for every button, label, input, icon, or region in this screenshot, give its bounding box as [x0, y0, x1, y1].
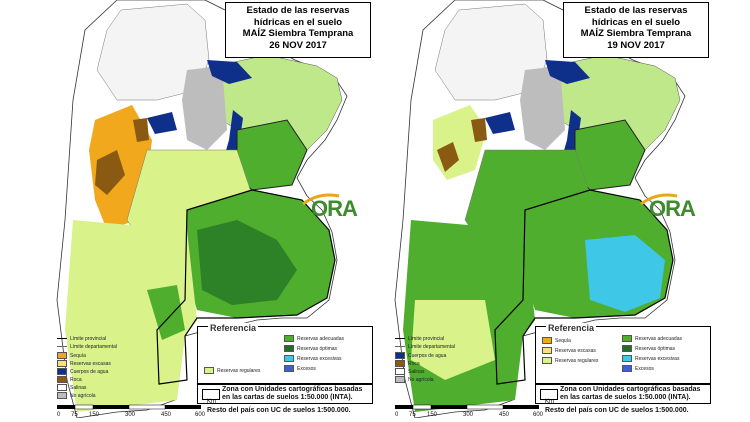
legend-departamental-line: Límite departamental: [395, 344, 455, 351]
map-panel-19-nov: Estado de las reservas hídricas en el su…: [375, 0, 711, 418]
title-line-3: MAÍZ Siembra Temprana: [242, 28, 354, 39]
map-title-box: Estado de las reservas hídricas en el su…: [563, 2, 709, 58]
title-line-1: Estado de las reservas: [246, 5, 350, 16]
scale-tick: 150: [89, 412, 100, 418]
regulares-south: [411, 300, 495, 380]
scale-tick: 300: [125, 412, 136, 418]
zone-swatch: [540, 389, 558, 400]
scale-bar: 0 75 150 300 450 600: [57, 403, 227, 419]
scale-unit: Km: [545, 399, 554, 405]
legend-left-column: Límite provincial Límite departamental S…: [57, 336, 189, 402]
legend-provincial-line: Límite provincial: [57, 336, 106, 343]
ora-logo-icon: [302, 193, 340, 206]
legend-adecuadas: Reservas adecuadas: [622, 335, 682, 342]
scale-tick: 75: [71, 412, 78, 418]
argentina-map: [394, 0, 686, 418]
scale-tick: 450: [161, 412, 172, 418]
legend-no-agricola: No agrícola: [57, 392, 96, 399]
legend-sequia: Sequía: [57, 352, 86, 359]
map-date: 19 NOV 2017: [607, 39, 665, 51]
zone-text-1: Zona con Unidades cartográficas basadas: [222, 386, 363, 393]
zone-outline: [494, 189, 674, 385]
legend-excesos: Excesos: [284, 365, 316, 372]
regulares-south: [65, 220, 197, 412]
legend-left-column: Límite provincial Límite departamental C…: [395, 336, 527, 402]
legend-box: Referencia Reservas adecuadas Reservas ó…: [197, 323, 373, 384]
roca-west-2: [133, 118, 149, 142]
scale-tick: 600: [195, 412, 206, 418]
water-body-mar-chiquita: [485, 112, 515, 134]
legend-regulares: Reservas regulares: [542, 357, 598, 364]
legend-roca: Roca: [57, 376, 82, 383]
legend-agua: Cuerpos de agua: [395, 352, 446, 359]
scale-tick: 0: [57, 412, 61, 418]
scale-bar-graphic: [57, 404, 201, 410]
no-agricola-area: [182, 66, 227, 150]
water-body-north: [545, 60, 590, 84]
map-panel-26-nov: Estado de las reservas hídricas en el su…: [37, 0, 373, 418]
legend-salinas: Salinas: [395, 368, 424, 375]
scale-bar-graphic: [395, 404, 539, 410]
scale-bar: 0 75 150 300 450 600: [395, 403, 565, 419]
legend-sequia: Sequía: [542, 337, 571, 344]
legend-adecuadas: Reservas adecuadas: [284, 335, 344, 342]
roca-west: [437, 142, 459, 172]
scale-tick: 75: [409, 412, 416, 418]
legend-roca: Roca: [395, 360, 420, 367]
north-region: [96, 3, 210, 101]
ora-logo: ORA: [299, 190, 363, 224]
legend-regulares: Reservas regulares: [204, 367, 260, 374]
title-line-2: hídricas en el suelo: [253, 16, 343, 28]
scale-unit: Km: [207, 399, 216, 405]
optimas-bsas: [197, 220, 297, 305]
roca-west: [95, 150, 125, 195]
water-body-mar-chiquita: [147, 112, 177, 134]
ora-logo: ORA: [637, 190, 701, 224]
scale-tick: 600: [533, 412, 544, 418]
zone-text-2: en las cartas de suelos 1:50.000 (INTA).: [560, 394, 691, 401]
legend-no-agricola: No agrícola: [395, 376, 434, 383]
legend-optimas: Reservas óptimas: [284, 345, 337, 352]
legend-agua: Cuerpos de agua: [57, 368, 108, 375]
legend-box: Referencia Sequía Reservas escasas Reser…: [535, 323, 711, 384]
north-region: [434, 3, 548, 101]
legend-excesos: Excesos: [622, 365, 654, 372]
zone-text-1: Zona con Unidades cartográficas basadas: [560, 386, 701, 393]
zone-note-box: Zona con Unidades cartográficas basadas …: [535, 384, 711, 404]
zone-swatch: [202, 389, 220, 400]
legend-provincial-line: Límite provincial: [395, 336, 444, 343]
title-line-3: MAÍZ Siembra Temprana: [580, 28, 692, 39]
legend-excesivas: Reservas excesivas: [284, 355, 341, 362]
adecuadas-south: [147, 285, 185, 340]
title-line-1: Estado de las reservas: [584, 5, 688, 16]
title-line-2: hídricas en el suelo: [591, 16, 681, 28]
legend-departamental-line: Límite departamental: [57, 344, 117, 351]
legend-escasas: Reservas escasas: [542, 347, 596, 354]
scale-tick: 300: [463, 412, 474, 418]
scale-tick: 450: [499, 412, 510, 418]
ora-logo-text: ORA: [649, 196, 696, 221]
zone-note-box: Zona con Unidades cartográficas basadas …: [197, 384, 373, 404]
water-body-north: [207, 60, 252, 84]
legend-excesivas: Reservas excesivas: [622, 355, 679, 362]
map-date: 26 NOV 2017: [269, 39, 327, 51]
scale-tick: 150: [427, 412, 438, 418]
resto-note: Resto del país con UC de suelos 1:500.00…: [207, 407, 351, 414]
roca-west-2: [471, 118, 487, 142]
zone-outline: [156, 189, 336, 385]
resto-note: Resto del país con UC de suelos 1:500.00…: [545, 407, 689, 414]
legend-salinas: Salinas: [57, 384, 86, 391]
map-title-box: Estado de las reservas hídricas en el su…: [225, 2, 371, 58]
no-agricola-area: [520, 66, 565, 150]
ora-logo-text: ORA: [311, 196, 358, 221]
argentina-map: [56, 0, 348, 418]
legend-title: Referencia: [546, 323, 597, 333]
legend-title: Referencia: [208, 323, 259, 333]
excesivas-bsas: [585, 235, 665, 312]
scale-tick: 0: [395, 412, 399, 418]
legend-escasas: Reservas escasas: [57, 360, 111, 367]
legend-optimas: Reservas óptimas: [622, 345, 675, 352]
ora-logo-icon: [640, 193, 678, 206]
zone-text-2: en las cartas de suelos 1:50.000 (INTA).: [222, 394, 353, 401]
